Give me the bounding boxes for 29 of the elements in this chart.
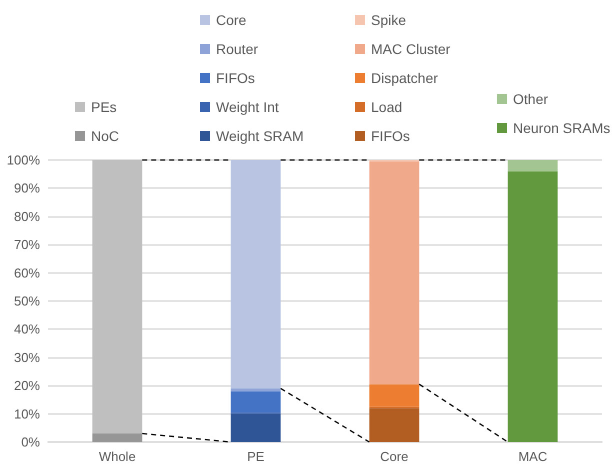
y-tick-label: 60% (14, 265, 40, 280)
legend-label: MAC Cluster (371, 40, 450, 56)
y-tick-label: 80% (14, 208, 40, 224)
legend-label: Core (216, 12, 246, 28)
x-tick-label: Whole (98, 449, 136, 464)
legend-label: Weight Int (216, 98, 279, 114)
legend-label: Load (371, 98, 402, 114)
y-tick-label: 0% (21, 434, 40, 450)
y-tick-label: 70% (14, 237, 40, 252)
x-tick-label: Core (380, 449, 408, 464)
legend-label: FIFOs (216, 70, 255, 86)
y-tick-label: 40% (14, 322, 40, 337)
x-tick-label: MAC (518, 449, 548, 464)
legend-label: PEs (91, 98, 117, 114)
legend-label: FIFOs (371, 128, 410, 144)
legend-label: Dispatcher (371, 70, 438, 86)
y-tick-label: 10% (14, 406, 40, 422)
legend-label: Spike (371, 12, 406, 28)
y-tick-label: 90% (14, 180, 40, 196)
legend-label: NoC (91, 128, 120, 144)
y-tick-label: 20% (14, 378, 40, 394)
legend-label: Weight SRAM (216, 128, 304, 144)
x-tick-label: PE (247, 449, 265, 464)
y-tick-label: 100% (6, 152, 40, 168)
y-tick-label: 30% (14, 350, 40, 365)
legend-label: Router (216, 40, 258, 56)
legend-label: Other (513, 90, 548, 106)
legend-label: Neuron SRAMs (513, 120, 610, 136)
y-tick-label: 50% (14, 294, 40, 308)
